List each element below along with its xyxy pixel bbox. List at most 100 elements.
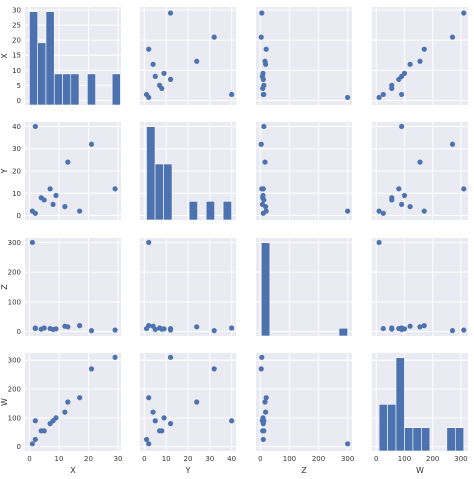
scatter-point	[62, 409, 68, 415]
histogram-bar	[338, 327, 348, 337]
scatter-point	[65, 159, 71, 165]
panel-y-vs-x	[25, 122, 121, 220]
y-axis-label: Z	[0, 284, 9, 290]
histogram-bar	[53, 73, 63, 106]
scatter-point	[146, 395, 152, 401]
histogram-bar	[395, 357, 405, 452]
scatter-point	[380, 210, 386, 216]
scatter-point	[260, 70, 266, 76]
scatter-point	[401, 192, 408, 199]
panel-background	[25, 238, 121, 336]
scatter-point	[150, 61, 156, 67]
y-axis-label: X	[0, 53, 9, 59]
scatter-point	[345, 94, 351, 101]
scatter-point	[421, 208, 427, 214]
y-axis-label: Y	[0, 168, 9, 174]
scatter-point	[41, 197, 47, 203]
y-tick-label: 30	[12, 145, 21, 153]
scatter-point	[29, 239, 35, 246]
scatter-point	[32, 210, 38, 216]
scatter-point	[417, 324, 423, 330]
scatter-point	[399, 123, 405, 130]
scatter-point	[161, 326, 167, 332]
scatter-point	[152, 73, 158, 79]
scatter-point	[461, 327, 467, 333]
panel-background	[256, 353, 352, 451]
panel-x-vs-w	[372, 7, 468, 105]
scatter-point	[194, 324, 200, 330]
scatter-point	[157, 428, 163, 434]
panel-y-vs-z	[256, 122, 352, 220]
x-tick-label: 200	[312, 455, 325, 463]
panel-x-vs-y	[140, 7, 236, 105]
x-tick-label: 300	[341, 455, 354, 463]
scatter-point	[32, 418, 38, 424]
panel-background	[25, 353, 121, 451]
scatter-point	[380, 91, 386, 98]
scatter-point	[389, 325, 395, 331]
scatter-point	[50, 201, 56, 208]
y-tick-label: 200	[8, 269, 21, 277]
scatter-point	[389, 82, 395, 88]
x-tick-label: 10	[55, 455, 64, 463]
scatter-point	[259, 10, 265, 16]
scatter-point	[263, 46, 269, 52]
scatter-point	[399, 91, 405, 98]
x-axis-label: Y	[185, 466, 191, 475]
scatter-point	[258, 366, 264, 372]
scatter-point	[449, 141, 456, 147]
y-tick-label: 200	[8, 386, 21, 394]
scatter-point	[407, 61, 413, 67]
histogram-bar	[454, 427, 465, 452]
scatter-point	[47, 186, 53, 192]
scatter-point	[417, 159, 423, 165]
scatter-point	[262, 58, 268, 64]
scatter-point	[260, 415, 266, 421]
scatter-point	[77, 208, 83, 214]
scatter-point	[32, 325, 38, 331]
scatter-point	[77, 395, 83, 401]
y-tick-label: 0	[17, 443, 21, 451]
x-tick-label: 10	[162, 455, 171, 463]
histogram-bar	[421, 427, 431, 452]
y-tick-label: 40	[12, 123, 21, 131]
histogram-bar	[154, 163, 164, 221]
x-axis-label: W	[416, 466, 424, 475]
x-tick-label: 30	[205, 455, 214, 463]
scatter-point	[421, 323, 427, 329]
histogram-bar	[29, 11, 39, 106]
scatter-point	[53, 192, 59, 199]
scatter-point	[260, 436, 266, 443]
y-tick-label: 20	[12, 37, 21, 45]
scatter-point	[263, 395, 269, 401]
y-tick-label: 20	[12, 168, 21, 176]
scatter-point	[260, 192, 266, 199]
panel-x-vs-z	[256, 7, 352, 105]
scatter-point	[211, 366, 217, 372]
y-tick-label: 0	[17, 328, 21, 336]
scatter-point	[194, 399, 200, 405]
scatter-point	[261, 91, 267, 98]
histogram-bar	[62, 73, 72, 106]
scatter-point	[167, 10, 174, 16]
histogram-bar	[111, 73, 121, 106]
x-axis-label: Z	[301, 466, 307, 475]
y-tick-label: 0	[17, 212, 21, 220]
scatter-point	[345, 208, 351, 214]
histogram-bar	[163, 163, 173, 221]
scatter-point	[161, 415, 167, 421]
scatter-point	[461, 186, 467, 192]
x-tick-label: 0	[258, 455, 262, 463]
y-tick-label: 0	[17, 97, 21, 105]
scatter-point	[258, 141, 264, 147]
panel-w-vs-z	[256, 353, 352, 451]
panel-x-vs-x	[25, 7, 121, 106]
scatter-point	[157, 82, 163, 88]
y-tick-label: 10	[12, 67, 21, 75]
scatter-point	[65, 324, 71, 330]
scatter-point	[380, 325, 386, 332]
scatter-point	[396, 186, 402, 192]
histogram-bar	[404, 427, 414, 452]
scatter-point	[261, 82, 267, 88]
